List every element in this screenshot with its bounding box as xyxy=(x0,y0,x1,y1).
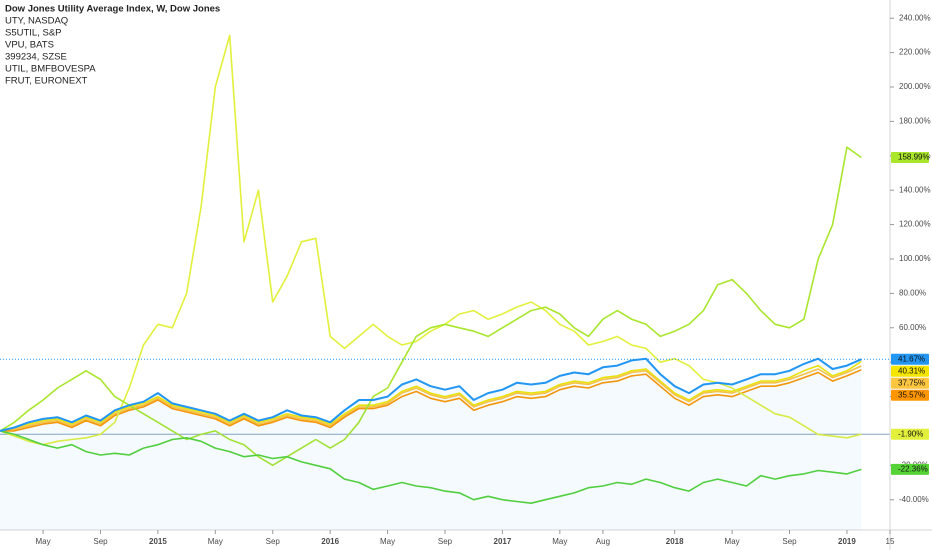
legend-entry: FRUT, EURONEXT xyxy=(5,76,88,87)
y-tick-label: -40.00% xyxy=(899,495,929,504)
legend-entry: 399234, SZSE xyxy=(5,52,67,63)
x-tick-label: 2019 xyxy=(838,537,856,546)
y-tick-label: 240.00% xyxy=(899,13,931,22)
x-tick-label: May xyxy=(208,537,223,546)
last-value-label: 158.99% xyxy=(898,153,930,162)
y-tick-label: 220.00% xyxy=(899,48,931,57)
legend-entry: UTY, NASDAQ xyxy=(5,16,68,27)
x-tick-label: May xyxy=(552,537,567,546)
last-value-badge xyxy=(891,389,929,401)
y-tick-label: 120.00% xyxy=(899,220,931,229)
x-tick-label: Sep xyxy=(782,537,797,546)
x-tick-label: Sep xyxy=(266,537,281,546)
x-tick-label: 2018 xyxy=(666,537,684,546)
last-value-badge xyxy=(891,377,929,389)
x-tick-label: May xyxy=(36,537,51,546)
series-line xyxy=(0,360,862,432)
y-tick-label: 60.00% xyxy=(899,323,926,332)
x-tick-label: Aug xyxy=(596,537,610,546)
y-tick-label: 200.00% xyxy=(899,82,931,91)
last-value-label: -1.90% xyxy=(898,429,923,438)
last-value-label: 37.75% xyxy=(898,378,925,387)
x-tick-label: 2016 xyxy=(321,537,339,546)
last-value-label: -22.36% xyxy=(898,465,928,474)
last-value-badge xyxy=(891,152,929,164)
legend-entry: UTIL, BMFBOVESPA xyxy=(5,64,96,75)
area xyxy=(0,358,862,530)
series-line xyxy=(0,369,862,432)
last-value-label: 40.31% xyxy=(898,366,925,375)
series-line xyxy=(0,430,862,504)
x-tick-label: Sep xyxy=(438,537,453,546)
legend-entry: S5UTIL, S&P xyxy=(5,28,62,39)
series-line xyxy=(0,365,862,432)
last-value-badge xyxy=(891,463,929,475)
plot-area xyxy=(0,34,890,530)
series-line xyxy=(0,357,862,432)
x-tick-label: 15 xyxy=(886,537,895,546)
last-value-badge xyxy=(891,365,929,377)
x-tick-label: 2017 xyxy=(494,537,512,546)
legend-entry: Dow Jones Utility Average Index, W, Dow … xyxy=(5,4,220,15)
y-tick-label: 140.00% xyxy=(899,185,931,194)
y-tick-label: 180.00% xyxy=(899,117,931,126)
last-value-label: 35.57% xyxy=(898,390,925,399)
last-value-badge xyxy=(891,428,929,440)
x-tick-label: 2015 xyxy=(149,537,167,546)
legend-entry: VPU, BATS xyxy=(5,40,54,51)
y-tick-label: 80.00% xyxy=(899,288,926,297)
x-tick-label: Sep xyxy=(93,537,108,546)
x-tick-label: May xyxy=(380,537,395,546)
y-tick-label: 100.00% xyxy=(899,254,931,263)
last-value-badge xyxy=(891,353,929,365)
last-value-label: 41.67% xyxy=(898,354,925,363)
series-line xyxy=(0,146,862,467)
x-tick-label: May xyxy=(725,537,740,546)
